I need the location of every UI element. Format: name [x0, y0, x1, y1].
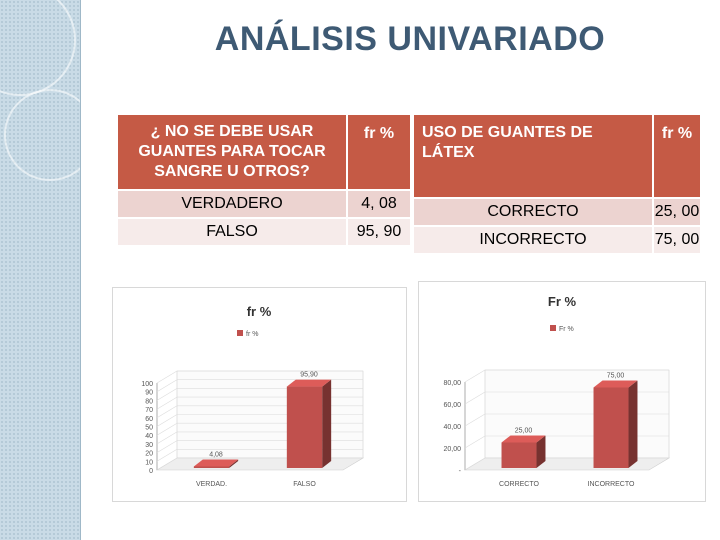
table-left-cell: 4, 08: [348, 191, 410, 217]
table-row: CORRECTO 25, 00: [414, 199, 700, 225]
x-tick-label: VERDAD.: [196, 481, 227, 488]
bar-top: [593, 380, 638, 388]
gridline: [156, 422, 178, 436]
table-right-header-uso: USO DE GUANTES DE LÁTEX: [414, 115, 652, 197]
table-row: FALSO 95, 90: [118, 219, 410, 245]
y-tick-label: 20,00: [443, 446, 461, 453]
table-left-header-fr: fr %: [348, 115, 410, 189]
y-tick-label: 70: [145, 407, 153, 414]
table-right-cell: INCORRECTO: [414, 227, 652, 253]
y-tick-label: 90: [145, 390, 153, 397]
decorative-sidebar: [0, 0, 80, 540]
y-tick-label: 50: [145, 425, 153, 432]
y-tick-label: 80,00: [443, 380, 461, 387]
table-left-cell: FALSO: [118, 219, 346, 245]
bar: [501, 442, 537, 468]
gridline: [156, 449, 178, 462]
bar-top: [501, 435, 546, 443]
chart-floor: [463, 457, 671, 471]
chart-title: Fr %: [548, 294, 577, 309]
y-tick-label: 60: [145, 416, 153, 423]
y-tick-label: 30: [145, 442, 153, 449]
gridline: [156, 405, 178, 419]
decorative-circles: [0, 0, 80, 181]
gridline: [156, 370, 178, 384]
gridline: [464, 435, 486, 449]
bar: [193, 466, 230, 468]
gridline: [156, 388, 178, 401]
table-left: ¿ NO SE DEBE USAR GUANTES PARA TOCAR SAN…: [116, 113, 412, 247]
table-left-cell: VERDADERO: [118, 191, 346, 217]
table-left-header-question: ¿ NO SE DEBE USAR GUANTES PARA TOCAR SAN…: [118, 115, 346, 189]
gridline: [464, 413, 486, 427]
chart-1: fr %fr %01020304050607080901004,08VERDAD…: [141, 304, 365, 488]
bar-side: [229, 459, 239, 468]
chart-1-frame: fr % fr % 0 10 20 30 40 50 60 70 80 90 100 4,08 VERDAD…: [112, 287, 407, 502]
table-right-cell: CORRECTO: [414, 199, 652, 225]
gridline: [156, 457, 178, 471]
bar: [593, 387, 629, 468]
legend-swatch: [237, 330, 243, 336]
y-tick-label: 40,00: [443, 424, 461, 431]
legend-label: Fr %: [559, 326, 574, 333]
data-label: 95,90: [300, 372, 318, 379]
bar: [286, 386, 323, 468]
gridline: [464, 457, 486, 471]
legend-swatch: [550, 325, 556, 331]
table-row: VERDADERO 4, 08: [118, 191, 410, 217]
chart-2: Fr % Fr % - 20,00 40,00 60,00 80,00 25,00 CORREC…: [443, 294, 671, 488]
bar-side: [322, 379, 332, 468]
gridline: [464, 369, 486, 383]
table-right: USO DE GUANTES DE LÁTEX fr % CORRECTO 25…: [412, 113, 702, 255]
y-tick-label: 10: [145, 459, 153, 466]
y-tick-label: 0: [149, 468, 153, 475]
chart-2-frame: Fr % Fr % - 20,00 40,00 60,00 80,00 25,00 CORREC…: [418, 281, 706, 502]
page-title: ANÁLISIS UNIVARIADO: [214, 20, 606, 58]
x-tick-label: INCORRECTO: [588, 481, 635, 488]
data-label: 75,00: [607, 373, 625, 380]
bar-side: [628, 380, 638, 468]
legend-label: fr %: [246, 331, 258, 338]
y-tick-label: 80: [145, 398, 153, 405]
table-row: INCORRECTO 75, 00: [414, 227, 700, 253]
data-label: 4,08: [209, 451, 223, 458]
x-tick-label: CORRECTO: [499, 481, 539, 488]
bar-top: [286, 379, 332, 387]
gridline: [156, 440, 178, 453]
table-right-cell: 25, 00: [654, 199, 700, 225]
table-left-cell: 95, 90: [348, 219, 410, 245]
gridline: [156, 379, 178, 392]
gridline: [464, 391, 486, 405]
bar-top: [193, 459, 239, 467]
chart-title: fr %: [247, 304, 272, 319]
data-label: 25,00: [515, 428, 533, 435]
gridline: [156, 414, 178, 427]
y-tick-label: 40: [145, 433, 153, 440]
bar-side: [536, 435, 546, 468]
gridline: [156, 431, 178, 445]
table-right-cell: 75, 00: [654, 227, 700, 253]
y-tick-label: -: [459, 468, 462, 475]
x-tick-label: FALSO: [293, 481, 316, 488]
sidebar-divider: [80, 0, 81, 540]
gridline: [156, 396, 178, 410]
chart-floor: [155, 457, 365, 471]
y-tick-label: 60,00: [443, 402, 461, 409]
y-tick-label: 100: [141, 381, 153, 388]
y-tick-label: 20: [145, 451, 153, 458]
table-right-header-fr: fr %: [654, 115, 700, 197]
